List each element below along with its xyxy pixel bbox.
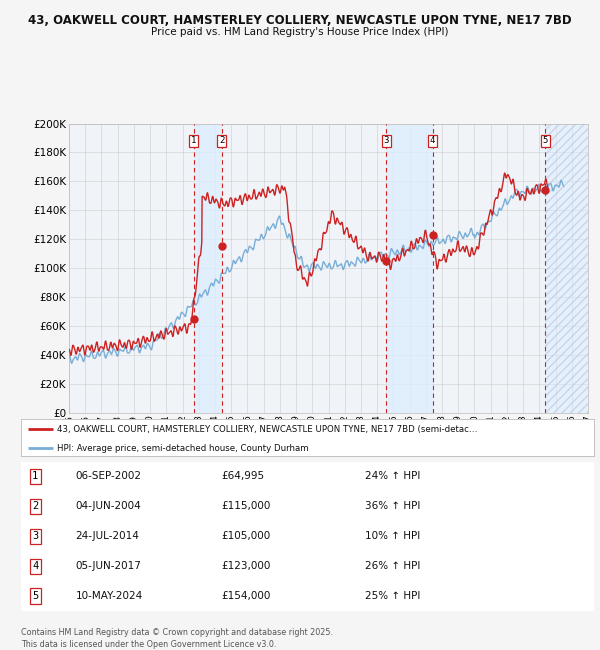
Text: 26% ↑ HPI: 26% ↑ HPI <box>365 561 420 571</box>
Text: 10-MAY-2024: 10-MAY-2024 <box>76 591 143 601</box>
Text: 04-JUN-2004: 04-JUN-2004 <box>76 501 141 512</box>
Text: 06-SEP-2002: 06-SEP-2002 <box>76 471 142 482</box>
Text: 3: 3 <box>383 136 389 146</box>
Text: 4: 4 <box>430 136 436 146</box>
Text: 05-JUN-2017: 05-JUN-2017 <box>76 561 142 571</box>
Text: 43, OAKWELL COURT, HAMSTERLEY COLLIERY, NEWCASTLE UPON TYNE, NE17 7BD (semi-deta: 43, OAKWELL COURT, HAMSTERLEY COLLIERY, … <box>56 424 477 434</box>
Text: 36% ↑ HPI: 36% ↑ HPI <box>365 501 420 512</box>
Text: 43, OAKWELL COURT, HAMSTERLEY COLLIERY, NEWCASTLE UPON TYNE, NE17 7BD: 43, OAKWELL COURT, HAMSTERLEY COLLIERY, … <box>28 14 572 27</box>
Text: 24-JUL-2014: 24-JUL-2014 <box>76 531 139 541</box>
Text: £123,000: £123,000 <box>221 561 271 571</box>
Bar <box>194 124 222 413</box>
Text: £105,000: £105,000 <box>221 531 271 541</box>
Text: HPI: Average price, semi-detached house, County Durham: HPI: Average price, semi-detached house,… <box>56 443 308 452</box>
Text: 5: 5 <box>32 591 38 601</box>
Text: 3: 3 <box>32 531 38 541</box>
Text: 1: 1 <box>32 471 38 482</box>
Bar <box>386 124 433 413</box>
Text: Contains HM Land Registry data © Crown copyright and database right 2025.
This d: Contains HM Land Registry data © Crown c… <box>21 628 333 649</box>
Text: 2: 2 <box>219 136 224 146</box>
Text: £115,000: £115,000 <box>221 501 271 512</box>
Text: 1: 1 <box>191 136 196 146</box>
Text: 5: 5 <box>542 136 548 146</box>
Text: 4: 4 <box>32 561 38 571</box>
Text: £64,995: £64,995 <box>221 471 265 482</box>
Text: £154,000: £154,000 <box>221 591 271 601</box>
Bar <box>545 124 588 413</box>
Text: 25% ↑ HPI: 25% ↑ HPI <box>365 591 420 601</box>
Text: 10% ↑ HPI: 10% ↑ HPI <box>365 531 420 541</box>
Text: 24% ↑ HPI: 24% ↑ HPI <box>365 471 420 482</box>
Text: Price paid vs. HM Land Registry's House Price Index (HPI): Price paid vs. HM Land Registry's House … <box>151 27 449 37</box>
Text: 2: 2 <box>32 501 38 512</box>
